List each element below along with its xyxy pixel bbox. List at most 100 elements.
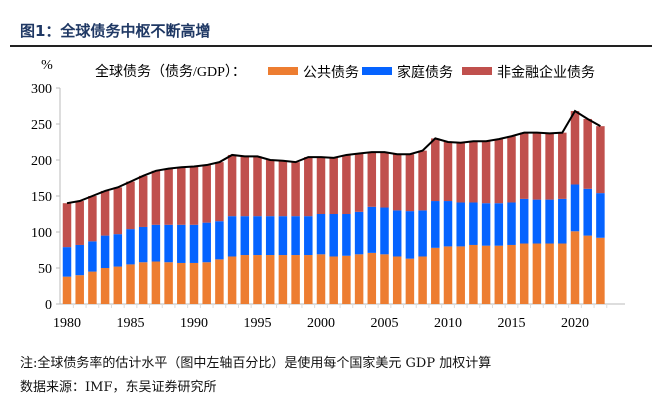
bar-segment [75,201,84,245]
y-tick-label: 250 [31,118,52,133]
bar-segment [570,231,580,304]
bar-segment [354,153,364,212]
bar-segment [189,262,199,304]
y-tick-label: 0 [45,298,52,313]
figure-title: 图1：全球债务中枢不断高增 [20,22,211,40]
x-tick-label: 2005 [371,316,399,331]
bar-segment [532,132,542,200]
bar-segment [304,157,313,217]
bar-segment [329,157,338,214]
bar-segment [469,202,478,245]
bar-segment [138,226,148,263]
bar-segment [100,268,110,304]
bar-segment [342,214,351,256]
bar-segment [418,256,427,304]
bar-segment [342,154,351,214]
bar-segment [418,210,427,257]
bar-segment [367,252,377,304]
y-tick-label: 100 [31,226,52,241]
bar-segment [316,254,326,304]
bar-segment [418,150,427,211]
bar-segment [253,156,262,217]
bar-segment [354,254,364,304]
bar-segment [126,264,135,304]
bar-segment [278,160,288,217]
bar-segment [519,243,529,304]
bar-segment [431,201,440,248]
bar-segment [481,245,491,304]
bar-segment [265,216,275,256]
bar-segment [88,196,97,242]
bar-segment [494,203,504,246]
bar-segment [545,133,554,200]
bar-segment [202,165,211,223]
bar-segment [189,224,199,263]
bar-segment [456,202,465,247]
bar-segment [240,156,250,217]
y-tick-label: 200 [31,154,52,169]
bar-segment [265,160,275,217]
bar-segment [456,142,465,203]
bar-segment [583,118,592,189]
bar-segment [519,198,529,244]
bar-segment [138,175,148,227]
bar-segment [380,207,389,255]
bar-segment [240,255,250,304]
y-tick-label: 150 [31,190,52,205]
bar-segment [469,244,478,304]
bar-segment [215,221,224,260]
x-tick-label: 1985 [117,316,145,331]
bar-segment [151,224,161,262]
legend-swatch [362,67,392,75]
bar-segment [392,154,402,211]
bar-segment [278,216,288,256]
bar-segment [75,244,84,276]
y-tick-label: 300 [31,82,52,97]
bar-segment [456,246,465,304]
bar-segment [583,188,592,236]
bar-segment [431,138,440,202]
bar-segment [545,243,554,304]
bar-segment [507,244,516,304]
bar-segment [570,111,580,185]
bar-segment [507,202,516,245]
bar-segment [481,141,491,204]
title-divider [10,45,652,47]
bar-segment [202,262,211,304]
bar-segment [316,214,326,255]
bar-segment [164,262,173,304]
bar-segment [113,266,123,304]
bar-segment [100,235,110,268]
bar-segment [62,247,72,277]
bar-segment [126,181,135,230]
x-tick-label: 2020 [561,316,589,331]
bar-segment [62,276,72,304]
y-tick-label: 50 [38,262,52,277]
bar-segment [253,216,262,256]
bar-segment [507,136,516,203]
bar-segment [494,245,504,304]
bar-segment [62,203,72,248]
bar-segment [138,262,148,304]
bar-segment [405,154,415,212]
bar-segment [596,237,605,304]
bar-segment [151,170,161,225]
legend-label: 非金融企业债务 [497,64,595,81]
bar-segment [367,206,377,253]
bar-segment [240,216,250,256]
bar-segment [291,255,300,304]
bar-segment [88,271,97,304]
bar-segment [494,139,504,204]
bar-segment [227,216,237,257]
bar-segment [265,255,275,304]
bar-segment [558,198,567,244]
bar-segment [443,142,453,202]
bar-segment [304,216,313,256]
x-tick-label: 1990 [180,316,208,331]
bar-segment [329,256,338,304]
bar-segment [88,241,97,272]
legend-prefix: 全球债务（债务/GDP）： [95,63,246,80]
bar-segment [354,211,364,255]
bar-segment [469,141,478,203]
bar-segment [443,246,453,304]
